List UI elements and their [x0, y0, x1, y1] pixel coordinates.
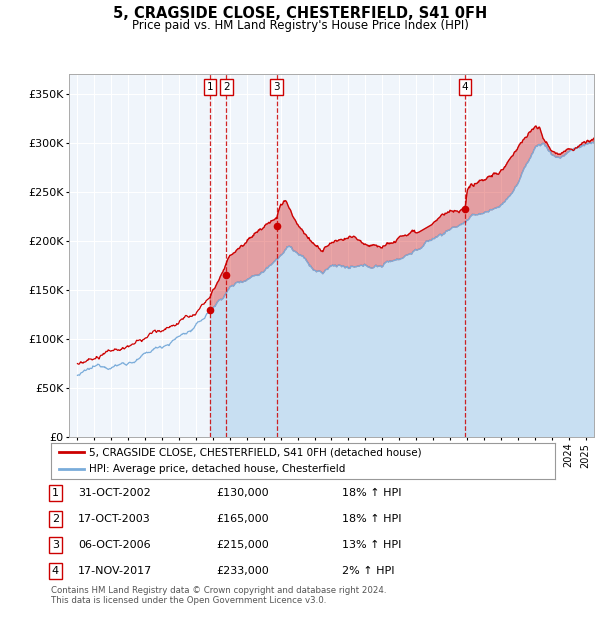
Text: Contains HM Land Registry data © Crown copyright and database right 2024.: Contains HM Land Registry data © Crown c… — [51, 586, 386, 595]
Text: 4: 4 — [52, 566, 59, 576]
Text: HPI: Average price, detached house, Chesterfield: HPI: Average price, detached house, Ches… — [89, 464, 345, 474]
Text: 3: 3 — [274, 82, 280, 92]
Text: 17-NOV-2017: 17-NOV-2017 — [78, 566, 152, 576]
Text: 5, CRAGSIDE CLOSE, CHESTERFIELD, S41 0FH: 5, CRAGSIDE CLOSE, CHESTERFIELD, S41 0FH — [113, 6, 487, 21]
Text: 18% ↑ HPI: 18% ↑ HPI — [342, 488, 401, 498]
Text: 2% ↑ HPI: 2% ↑ HPI — [342, 566, 395, 576]
Text: £130,000: £130,000 — [216, 488, 269, 498]
Text: 3: 3 — [52, 540, 59, 550]
Text: 13% ↑ HPI: 13% ↑ HPI — [342, 540, 401, 550]
Text: £233,000: £233,000 — [216, 566, 269, 576]
Text: 1: 1 — [52, 488, 59, 498]
Text: 1: 1 — [207, 82, 214, 92]
Text: £215,000: £215,000 — [216, 540, 269, 550]
Text: 17-OCT-2003: 17-OCT-2003 — [78, 514, 151, 524]
Text: 31-OCT-2002: 31-OCT-2002 — [78, 488, 151, 498]
Text: 2: 2 — [223, 82, 230, 92]
Text: 2: 2 — [52, 514, 59, 524]
Text: Price paid vs. HM Land Registry's House Price Index (HPI): Price paid vs. HM Land Registry's House … — [131, 19, 469, 32]
Text: 18% ↑ HPI: 18% ↑ HPI — [342, 514, 401, 524]
Text: 06-OCT-2006: 06-OCT-2006 — [78, 540, 151, 550]
Text: 4: 4 — [461, 82, 468, 92]
Text: £165,000: £165,000 — [216, 514, 269, 524]
Text: This data is licensed under the Open Government Licence v3.0.: This data is licensed under the Open Gov… — [51, 596, 326, 605]
Text: 5, CRAGSIDE CLOSE, CHESTERFIELD, S41 0FH (detached house): 5, CRAGSIDE CLOSE, CHESTERFIELD, S41 0FH… — [89, 448, 421, 458]
